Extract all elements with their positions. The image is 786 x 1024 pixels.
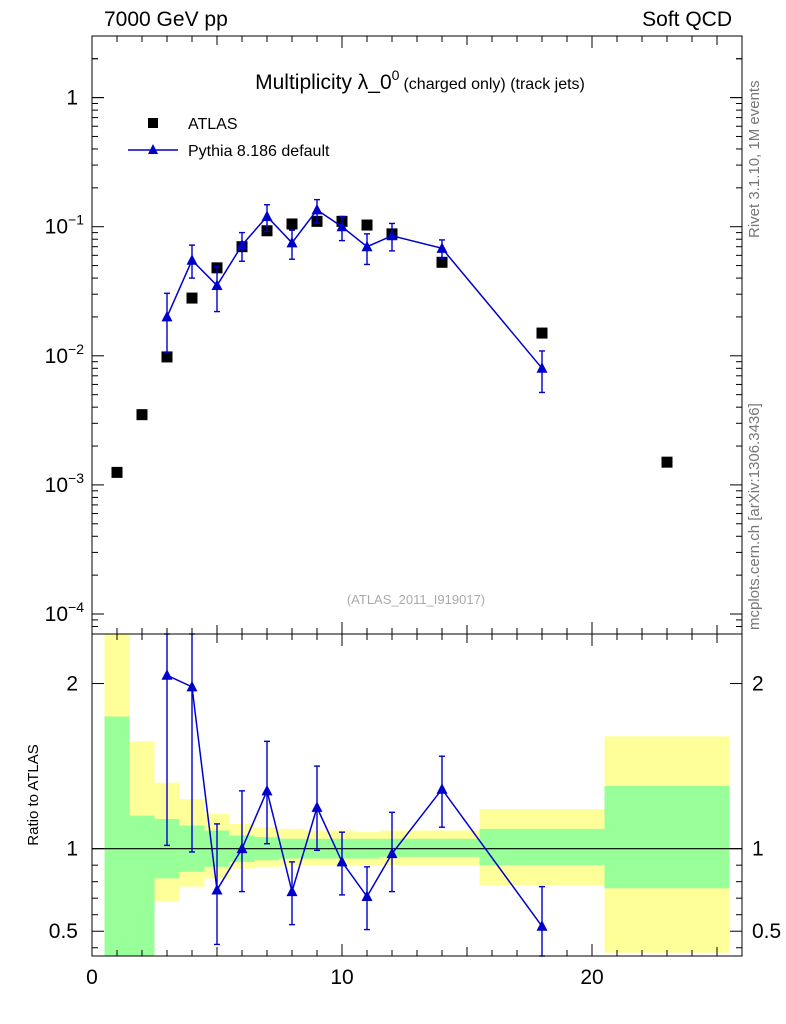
pythia-top-point — [236, 239, 248, 250]
atlas-data-point — [661, 456, 673, 468]
pythia-top-point — [361, 240, 373, 252]
pythia-top-point — [286, 236, 298, 248]
atlas-data-point — [536, 327, 548, 339]
pythia-top-point — [311, 203, 323, 215]
pythia-ratio-point — [386, 847, 398, 859]
ratio-y-tick-label-right: 0.5 — [752, 920, 781, 943]
x-tick-label: 0 — [86, 966, 98, 989]
y-tick-label: 10−1 — [45, 212, 85, 239]
pythia-ratio-point — [361, 890, 373, 902]
pythia-ratio-point — [436, 783, 448, 794]
pythia-ratio-point — [211, 883, 223, 895]
ratio-band-inner-0 — [104, 716, 130, 956]
pythia-top-point — [261, 210, 273, 221]
atlas-data-point — [111, 466, 123, 478]
pythia-top-point — [436, 242, 448, 253]
ratio-band-inner-1 — [129, 815, 155, 956]
chart-title: Multiplicity λ_00(charged only) (track j… — [255, 67, 585, 94]
atlas-data-point — [436, 256, 448, 268]
pythia-ratio-point — [161, 669, 173, 680]
atlas-data-point — [186, 292, 198, 304]
legend-marker-atlas — [148, 118, 158, 128]
pythia-ratio-point — [536, 920, 548, 931]
pythia-ratio-point — [186, 680, 198, 692]
ratio-band-inner-12 — [479, 828, 605, 866]
atlas-data-point — [161, 351, 173, 363]
ratio-band-inner-13 — [604, 785, 730, 889]
ratio-plot-frame — [91, 633, 743, 957]
pythia-ratio-point — [286, 885, 298, 897]
legend: ATLAS Pythia 8.186 default — [128, 116, 330, 160]
pythia-ratio-point — [311, 801, 323, 812]
ratio-y-tick-label-left: 0.5 — [49, 920, 78, 943]
atlas-data-point — [361, 219, 373, 231]
pythia-top-point — [536, 362, 548, 373]
legend-label-pythia: Pythia 8.186 default — [188, 143, 330, 160]
x-tick-label: 10 — [330, 966, 353, 989]
pythia-ratio-line — [166, 674, 543, 927]
pythia-top-point — [186, 254, 198, 265]
y-tick-label: 10−3 — [45, 470, 85, 497]
y-tick-label: 10−4 — [45, 599, 85, 626]
y-tick-label: 1 — [66, 87, 78, 110]
atlas-data-point — [286, 218, 298, 230]
pythia-top-point — [161, 310, 173, 322]
ratio-y-tick-label-right: 1 — [752, 838, 764, 861]
legend-marker-pythia — [148, 144, 158, 154]
ratio-y-tick-label-left: 2 — [66, 673, 78, 696]
pythia-ratio-point — [236, 842, 248, 854]
ratio-y-axis-label: Ratio to ATLAS — [25, 744, 42, 845]
atlas-data-point — [136, 409, 148, 421]
header-process-label: 7000 GeV pp — [104, 8, 228, 31]
pythia-top-point — [386, 229, 398, 241]
pythia-ratio-point — [261, 784, 273, 796]
pythia-top-line — [166, 208, 543, 369]
ratio-y-tick-label-right: 2 — [752, 673, 764, 696]
x-tick-label: 20 — [580, 966, 603, 989]
ratio-y-tick-label-left: 1 — [66, 838, 78, 861]
y-tick-label: 10−2 — [45, 341, 85, 368]
ratio-uncertainty-bands — [104, 634, 730, 956]
pythia-top-point — [211, 279, 223, 291]
legend-label-atlas: ATLAS — [188, 116, 238, 133]
pythia-ratio-point — [336, 855, 348, 867]
pythia-top-point — [336, 220, 348, 232]
ratio-band-inner-11 — [379, 838, 480, 857]
header-category-label: Soft QCD — [642, 8, 732, 31]
analysis-watermark: (ATLAS_2011_I919017) — [347, 592, 485, 607]
